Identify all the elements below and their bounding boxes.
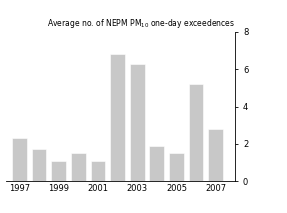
Bar xyxy=(189,84,203,181)
Bar xyxy=(12,138,27,181)
Bar xyxy=(130,64,145,181)
Bar xyxy=(32,149,46,181)
Bar xyxy=(51,161,66,181)
Title: Average no. of NEPM PM$_{10}$ one-day exceedences: Average no. of NEPM PM$_{10}$ one-day ex… xyxy=(47,17,235,30)
Bar xyxy=(208,129,223,181)
Bar xyxy=(110,54,125,181)
Bar xyxy=(71,153,86,181)
Bar xyxy=(91,161,105,181)
Bar xyxy=(169,153,184,181)
Bar xyxy=(150,146,164,181)
